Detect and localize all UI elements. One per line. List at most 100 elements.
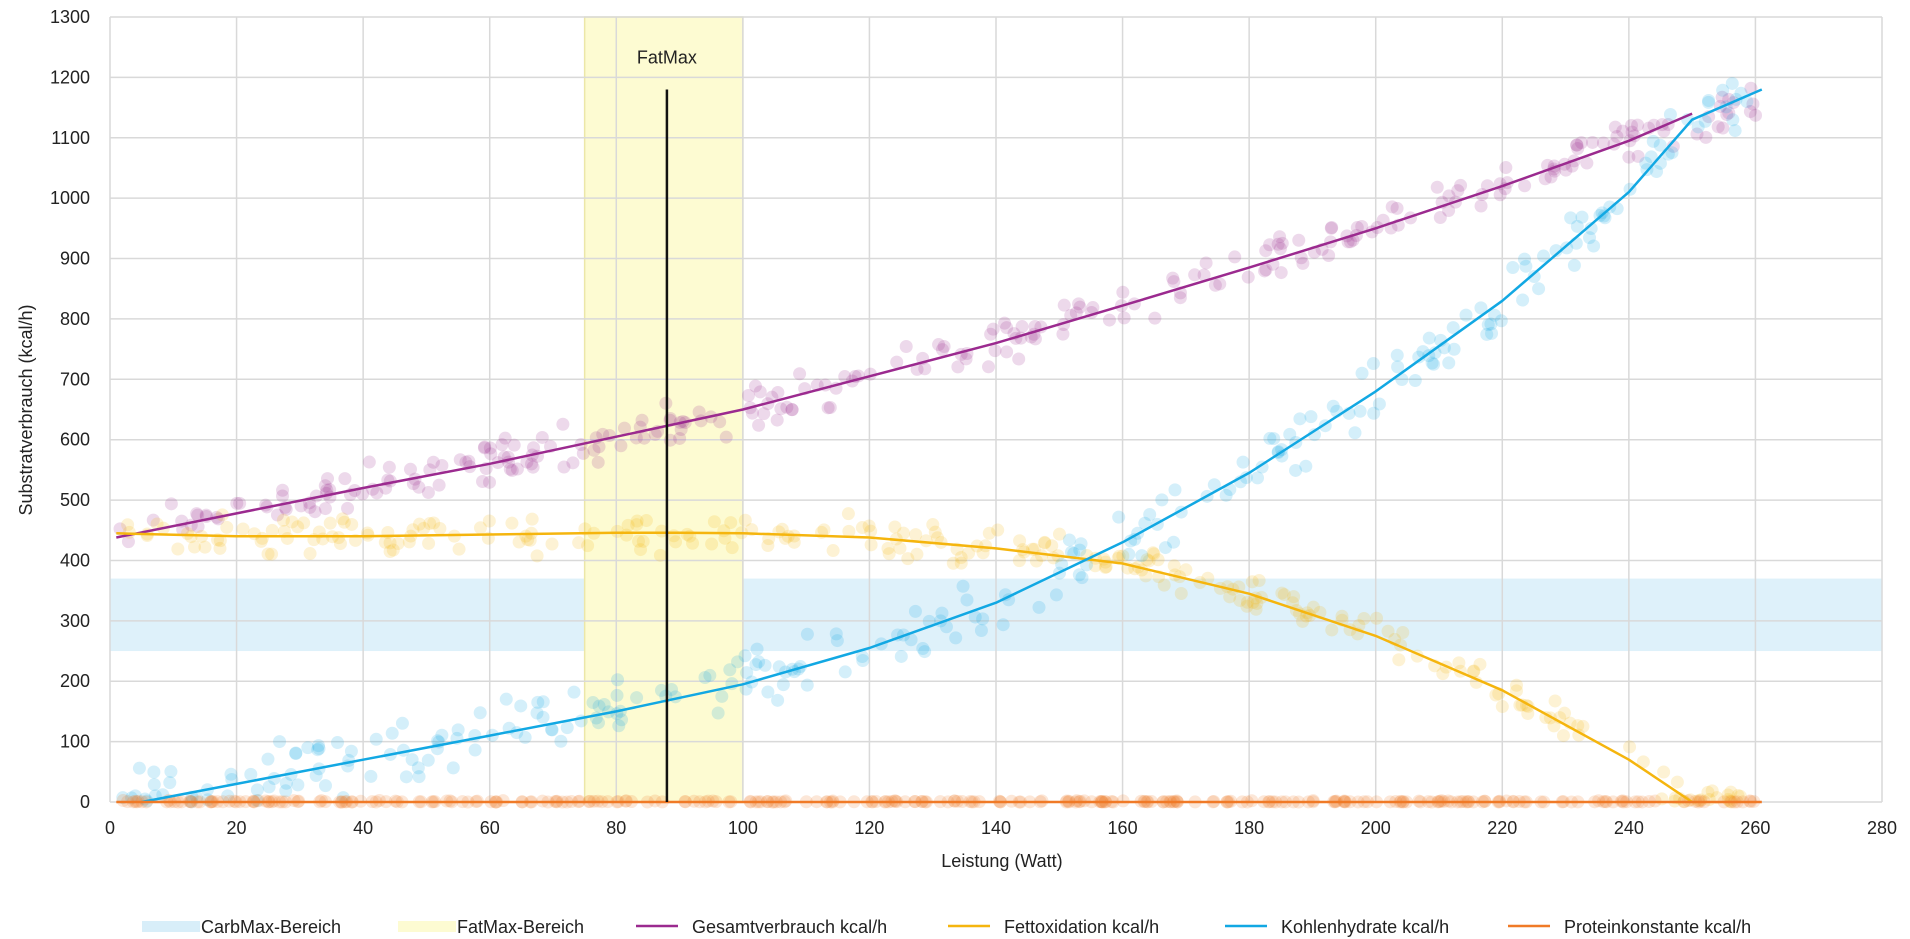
scatter-point <box>1519 259 1533 273</box>
scatter-point <box>1425 356 1439 370</box>
scatter-point <box>301 741 315 755</box>
scatter-point <box>554 734 568 748</box>
scatter-point <box>984 327 998 341</box>
scatter-point <box>473 706 487 720</box>
scatter-point <box>1663 108 1677 122</box>
scatter-point <box>1624 118 1638 132</box>
scatter-point <box>294 499 308 513</box>
scatter-point <box>473 521 487 535</box>
scatter-point <box>432 478 446 492</box>
scatter-point <box>1716 121 1730 135</box>
scatter-point <box>1691 120 1705 134</box>
scatter-point <box>1252 574 1266 588</box>
scatter-point <box>198 540 212 554</box>
scatter-point <box>254 534 268 548</box>
scatter-point <box>674 423 688 437</box>
scatter-point <box>1506 260 1520 274</box>
scatter-point <box>362 455 376 469</box>
scatter-point <box>446 761 460 775</box>
scatter-point <box>1702 94 1716 108</box>
scatter-point <box>557 460 571 474</box>
scatter-point <box>1580 156 1594 170</box>
scatter-point <box>939 620 953 634</box>
scatter-point <box>855 650 869 664</box>
scatter-point <box>312 739 326 753</box>
scatter-point <box>128 789 142 803</box>
scatter-point <box>862 519 876 533</box>
scatter-point <box>1459 308 1473 322</box>
scatter-point <box>451 723 465 737</box>
scatter-point <box>1705 784 1719 798</box>
scatter-point <box>745 406 759 420</box>
scatter-point <box>287 794 301 808</box>
scatter-point <box>330 736 344 750</box>
scatter-point <box>1560 241 1574 255</box>
scatter-point <box>864 524 878 538</box>
scatter-point <box>423 463 437 477</box>
scatter-point <box>213 534 227 548</box>
scatter-point <box>1610 202 1624 216</box>
scatter-point <box>1556 729 1570 743</box>
scatter-point <box>586 696 600 710</box>
scatter-point <box>279 776 293 790</box>
scatter-point <box>289 747 303 761</box>
scatter-point <box>116 794 130 808</box>
scatter-point <box>774 402 788 416</box>
scatter-point <box>1451 184 1465 198</box>
scatter-point <box>780 400 794 414</box>
scatter-point <box>1028 332 1042 346</box>
scatter-point <box>713 415 727 429</box>
scatter-point <box>655 524 669 538</box>
scatter-point <box>1446 321 1460 335</box>
scatter-point <box>250 794 264 808</box>
scatter-point <box>224 767 238 781</box>
scatter-point <box>1355 366 1369 380</box>
scatter-point <box>935 343 949 357</box>
scatter-point <box>621 518 635 532</box>
scatter-point <box>592 440 606 454</box>
scatter-point <box>1623 740 1637 754</box>
scatter-point <box>333 537 347 551</box>
x-tick-label: 160 <box>1108 818 1138 838</box>
series-line-gesamt <box>116 112 1693 539</box>
scatter-point <box>1086 301 1100 315</box>
scatter-point <box>482 514 496 528</box>
scatter-point <box>841 507 855 521</box>
scatter-point <box>1518 179 1532 193</box>
scatter-point <box>1532 282 1546 296</box>
scatter-point <box>1728 124 1742 138</box>
scatter-point <box>1135 549 1149 563</box>
scatter-point <box>739 682 753 696</box>
scatter-point <box>1692 794 1706 808</box>
scatter-point <box>932 338 946 352</box>
scatter-point <box>785 403 799 417</box>
scatter-point <box>1148 311 1162 325</box>
scatter-point <box>1690 127 1704 141</box>
scatter-point <box>406 477 420 491</box>
scatter-point <box>320 472 334 486</box>
scatter-point <box>1112 549 1126 563</box>
scatter-point <box>1474 301 1488 315</box>
scatter-point <box>190 790 204 804</box>
scatter-point <box>960 593 974 607</box>
scatter-point <box>233 496 247 510</box>
scatter-point <box>277 524 291 538</box>
scatter-point <box>1273 242 1287 256</box>
y-tick-label: 700 <box>60 369 90 389</box>
y-tick-label: 300 <box>60 611 90 631</box>
scatter-point <box>147 778 161 792</box>
scatter-point <box>715 689 729 703</box>
scatter-point <box>1157 578 1171 592</box>
x-tick-label: 280 <box>1867 818 1897 838</box>
scatter-point <box>276 513 290 527</box>
scatter-point <box>1151 553 1165 567</box>
scatter-point <box>285 515 299 529</box>
scatter-point <box>1117 311 1131 325</box>
scatter-point <box>1146 546 1160 560</box>
scatter-point <box>1088 559 1102 573</box>
scatter-point <box>1271 237 1285 251</box>
scatter-point <box>1549 244 1563 258</box>
scatter-point <box>823 401 837 415</box>
scatter-point <box>753 385 767 399</box>
scatter-point <box>1245 794 1259 808</box>
